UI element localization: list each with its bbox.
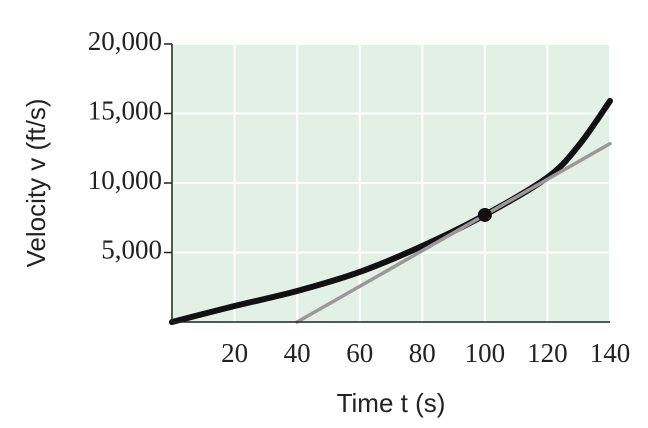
y-tick-label: 20,000 xyxy=(88,26,162,56)
x-tick-label: 60 xyxy=(346,338,373,368)
x-tick-label: 140 xyxy=(590,338,631,368)
x-tick-label: 80 xyxy=(409,338,436,368)
x-axis-label: Time t (s) xyxy=(337,388,446,418)
y-axis-label: Velocity v (ft/s) xyxy=(21,98,51,267)
point xyxy=(477,207,492,222)
line xyxy=(295,141,612,324)
x-tick-label: 120 xyxy=(527,338,568,368)
x-tick-label: 40 xyxy=(284,338,311,368)
y-tick-label: 10,000 xyxy=(88,165,162,195)
line xyxy=(169,97,613,325)
y-tick-label: 5,000 xyxy=(101,235,162,265)
x-tick-label: 20 xyxy=(221,338,248,368)
x-tick-label: 100 xyxy=(465,338,506,368)
y-tick-label: 15,000 xyxy=(88,96,162,126)
